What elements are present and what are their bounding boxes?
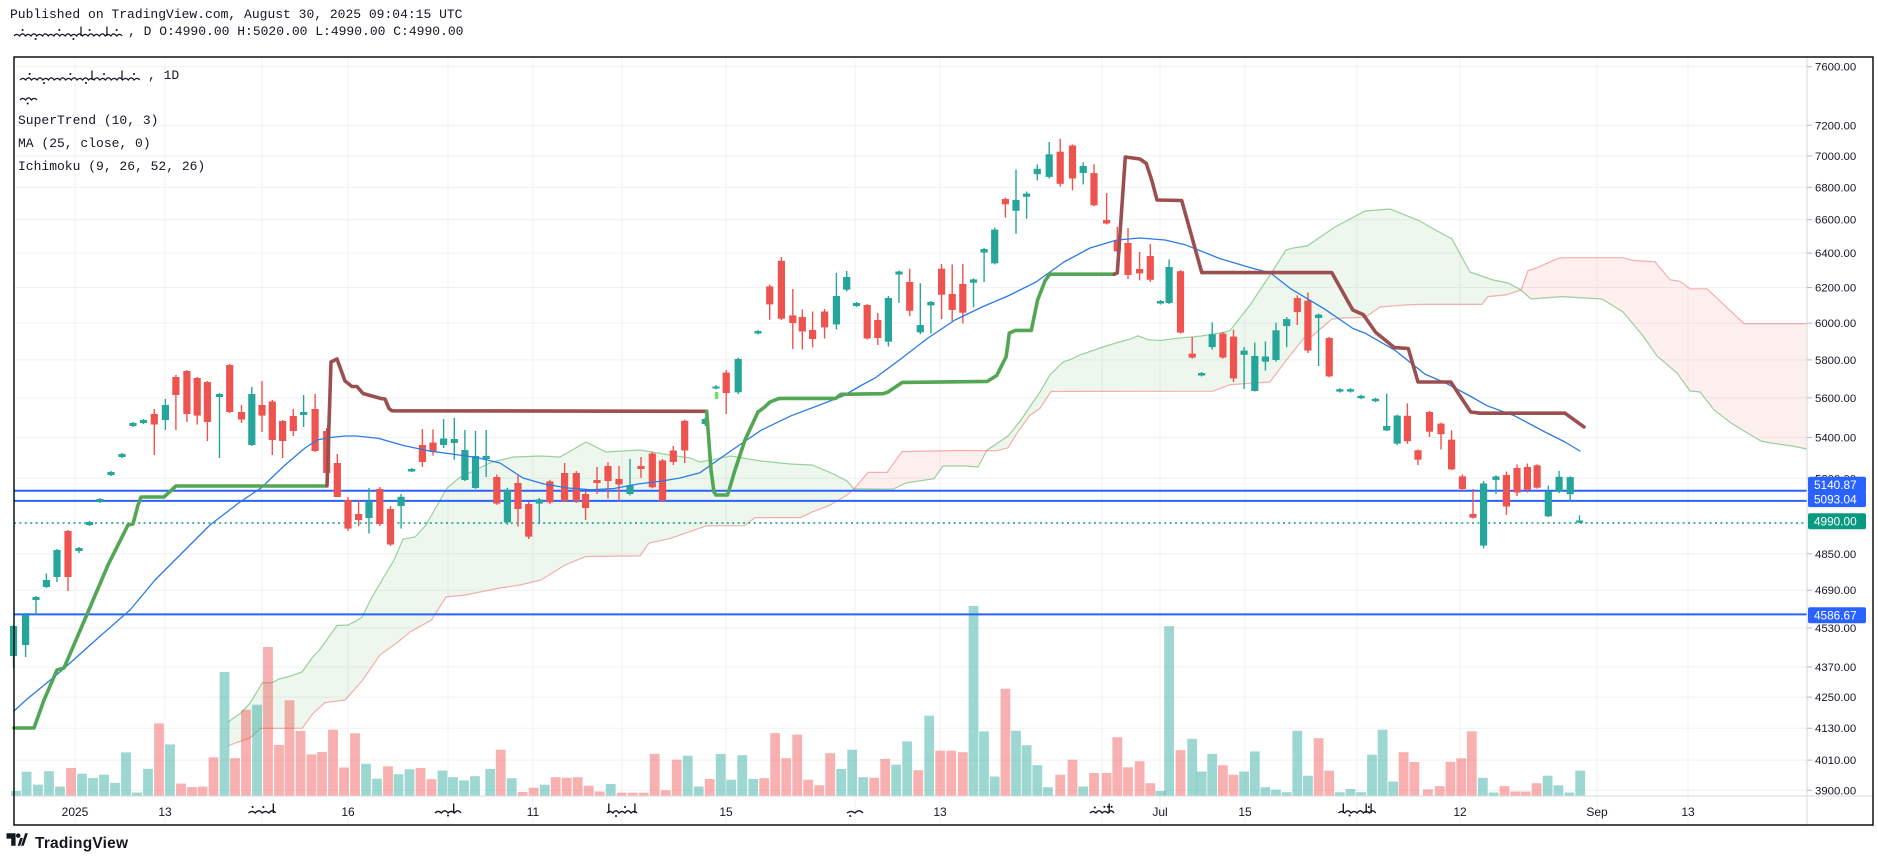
svg-text:6200.00: 6200.00: [1815, 283, 1856, 295]
svg-text:Sep: Sep: [1586, 805, 1608, 819]
svg-text:13: 13: [158, 805, 172, 819]
svg-text:4250.00: 4250.00: [1815, 692, 1856, 704]
svg-text:5600.00: 5600.00: [1815, 393, 1856, 405]
svg-text:4530.00: 4530.00: [1815, 623, 1856, 635]
svg-text:5800.00: 5800.00: [1815, 355, 1856, 367]
svg-text:3900.00: 3900.00: [1815, 785, 1856, 797]
svg-text:6400.00: 6400.00: [1815, 248, 1856, 260]
svg-text:4690.00: 4690.00: [1815, 585, 1856, 597]
svg-text:4990.00: 4990.00: [1814, 514, 1857, 528]
svg-text:5400.00: 5400.00: [1815, 432, 1856, 444]
svg-text:12: 12: [1453, 805, 1467, 819]
svg-text:4586.67: 4586.67: [1814, 608, 1857, 622]
svg-text:5140.87: 5140.87: [1814, 478, 1857, 492]
svg-text:Jul: Jul: [1152, 805, 1167, 819]
svg-text:15: 15: [1238, 805, 1252, 819]
svg-text:4850.00: 4850.00: [1815, 549, 1856, 561]
svg-text:6600.00: 6600.00: [1815, 215, 1856, 227]
svg-text:5093.04: 5093.04: [1814, 492, 1857, 506]
svg-text:13: 13: [1681, 805, 1695, 819]
svg-text:11: 11: [527, 805, 540, 819]
svg-text:6800.00: 6800.00: [1815, 182, 1856, 194]
svg-text:4130.00: 4130.00: [1815, 723, 1856, 735]
svg-text:13: 13: [933, 805, 947, 819]
svg-text:7200.00: 7200.00: [1815, 120, 1856, 132]
svg-text:TradingView: TradingView: [35, 835, 129, 852]
svg-text:16: 16: [341, 805, 355, 819]
svg-text:4010.00: 4010.00: [1815, 755, 1856, 767]
svg-text:2025: 2025: [62, 805, 89, 819]
svg-text:7000.00: 7000.00: [1815, 151, 1856, 163]
svg-text:7600.00: 7600.00: [1815, 62, 1856, 74]
svg-text:4370.00: 4370.00: [1815, 662, 1856, 674]
svg-text:15: 15: [719, 805, 733, 819]
svg-text:6000.00: 6000.00: [1815, 318, 1856, 330]
